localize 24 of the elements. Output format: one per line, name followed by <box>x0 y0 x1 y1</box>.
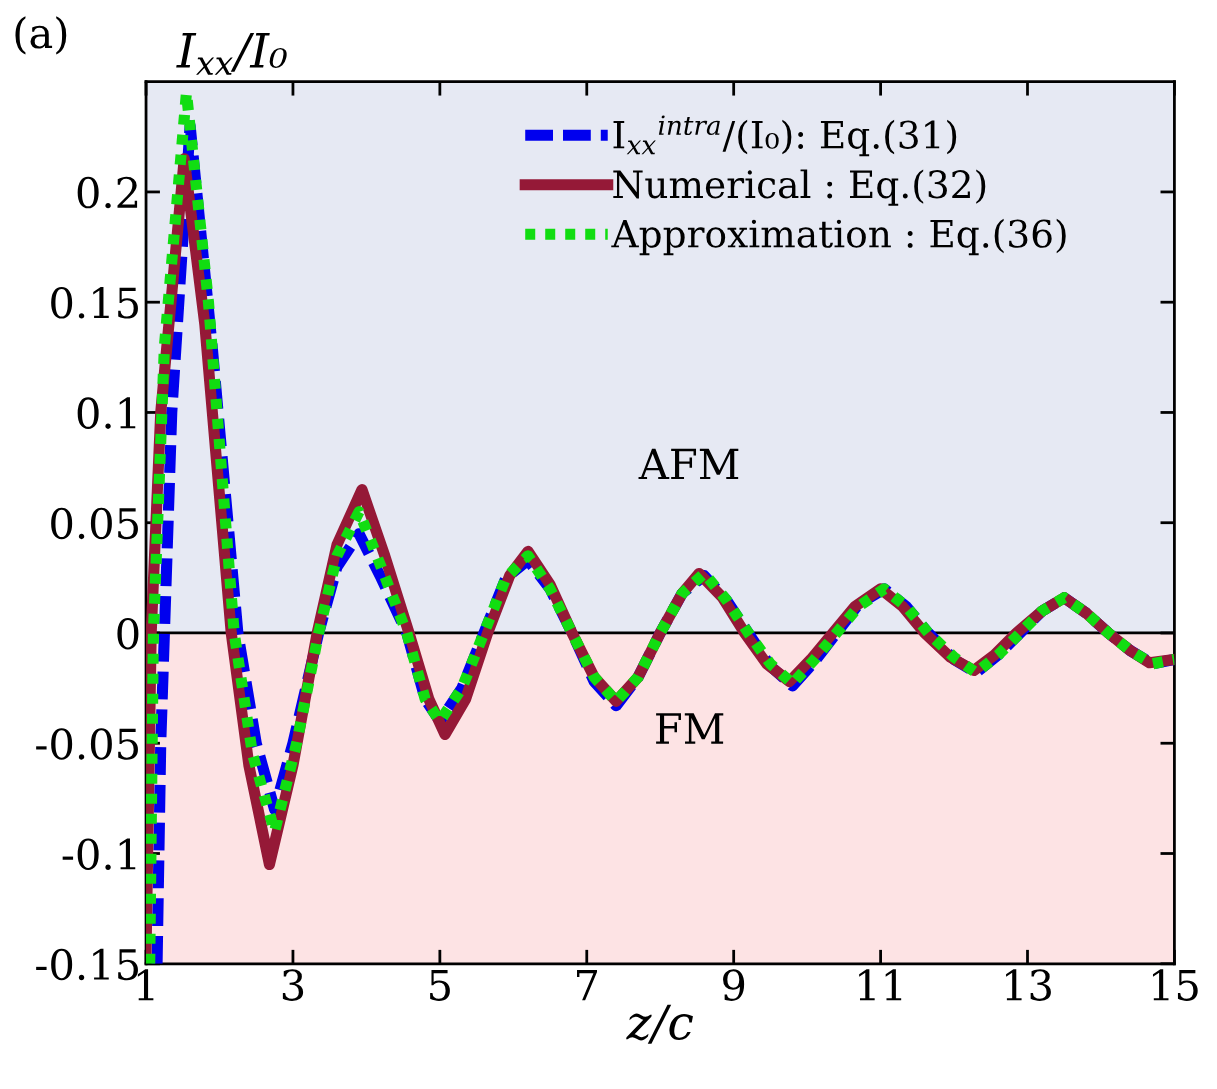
x-axis-title: z/c <box>626 1004 693 1044</box>
x-tick-label: 15 <box>1152 969 1198 1001</box>
x-tick-label: 11 <box>859 969 902 1001</box>
x-tick-label: 13 <box>1006 969 1051 1001</box>
y-tick-label: 0.1 <box>77 397 136 429</box>
y-axis-title: I$_{xx}$/I₀ <box>176 32 287 75</box>
legend-label: Approximation : Eq.(36) <box>611 218 1066 256</box>
x-tick-label: 3 <box>282 969 304 1001</box>
y-tick-label: 0 <box>117 617 139 650</box>
y-tick-label: -0.1 <box>62 838 136 870</box>
y-tick-label: 0.05 <box>51 507 138 540</box>
y-tick-label: 0.15 <box>51 287 138 319</box>
x-tick-label: 5 <box>430 969 450 1001</box>
x-tick-label: 9 <box>723 969 745 1001</box>
legend-label: I$_{xx}$$^{intra}$/(I₀): Eq.(31) <box>613 115 957 157</box>
text: (a) <box>15 16 67 55</box>
band-label: FM <box>656 713 724 744</box>
y-tick-label: -0.15 <box>36 948 138 981</box>
legend-label: Numerical : Eq.(32) <box>613 169 986 206</box>
y-tick-label: 0.2 <box>77 176 138 209</box>
x-tick-label: 7 <box>577 969 598 1001</box>
x-tick-label: 1 <box>137 969 154 1001</box>
y-tick-label: -0.05 <box>36 728 138 760</box>
band-label: AFM <box>638 448 739 480</box>
